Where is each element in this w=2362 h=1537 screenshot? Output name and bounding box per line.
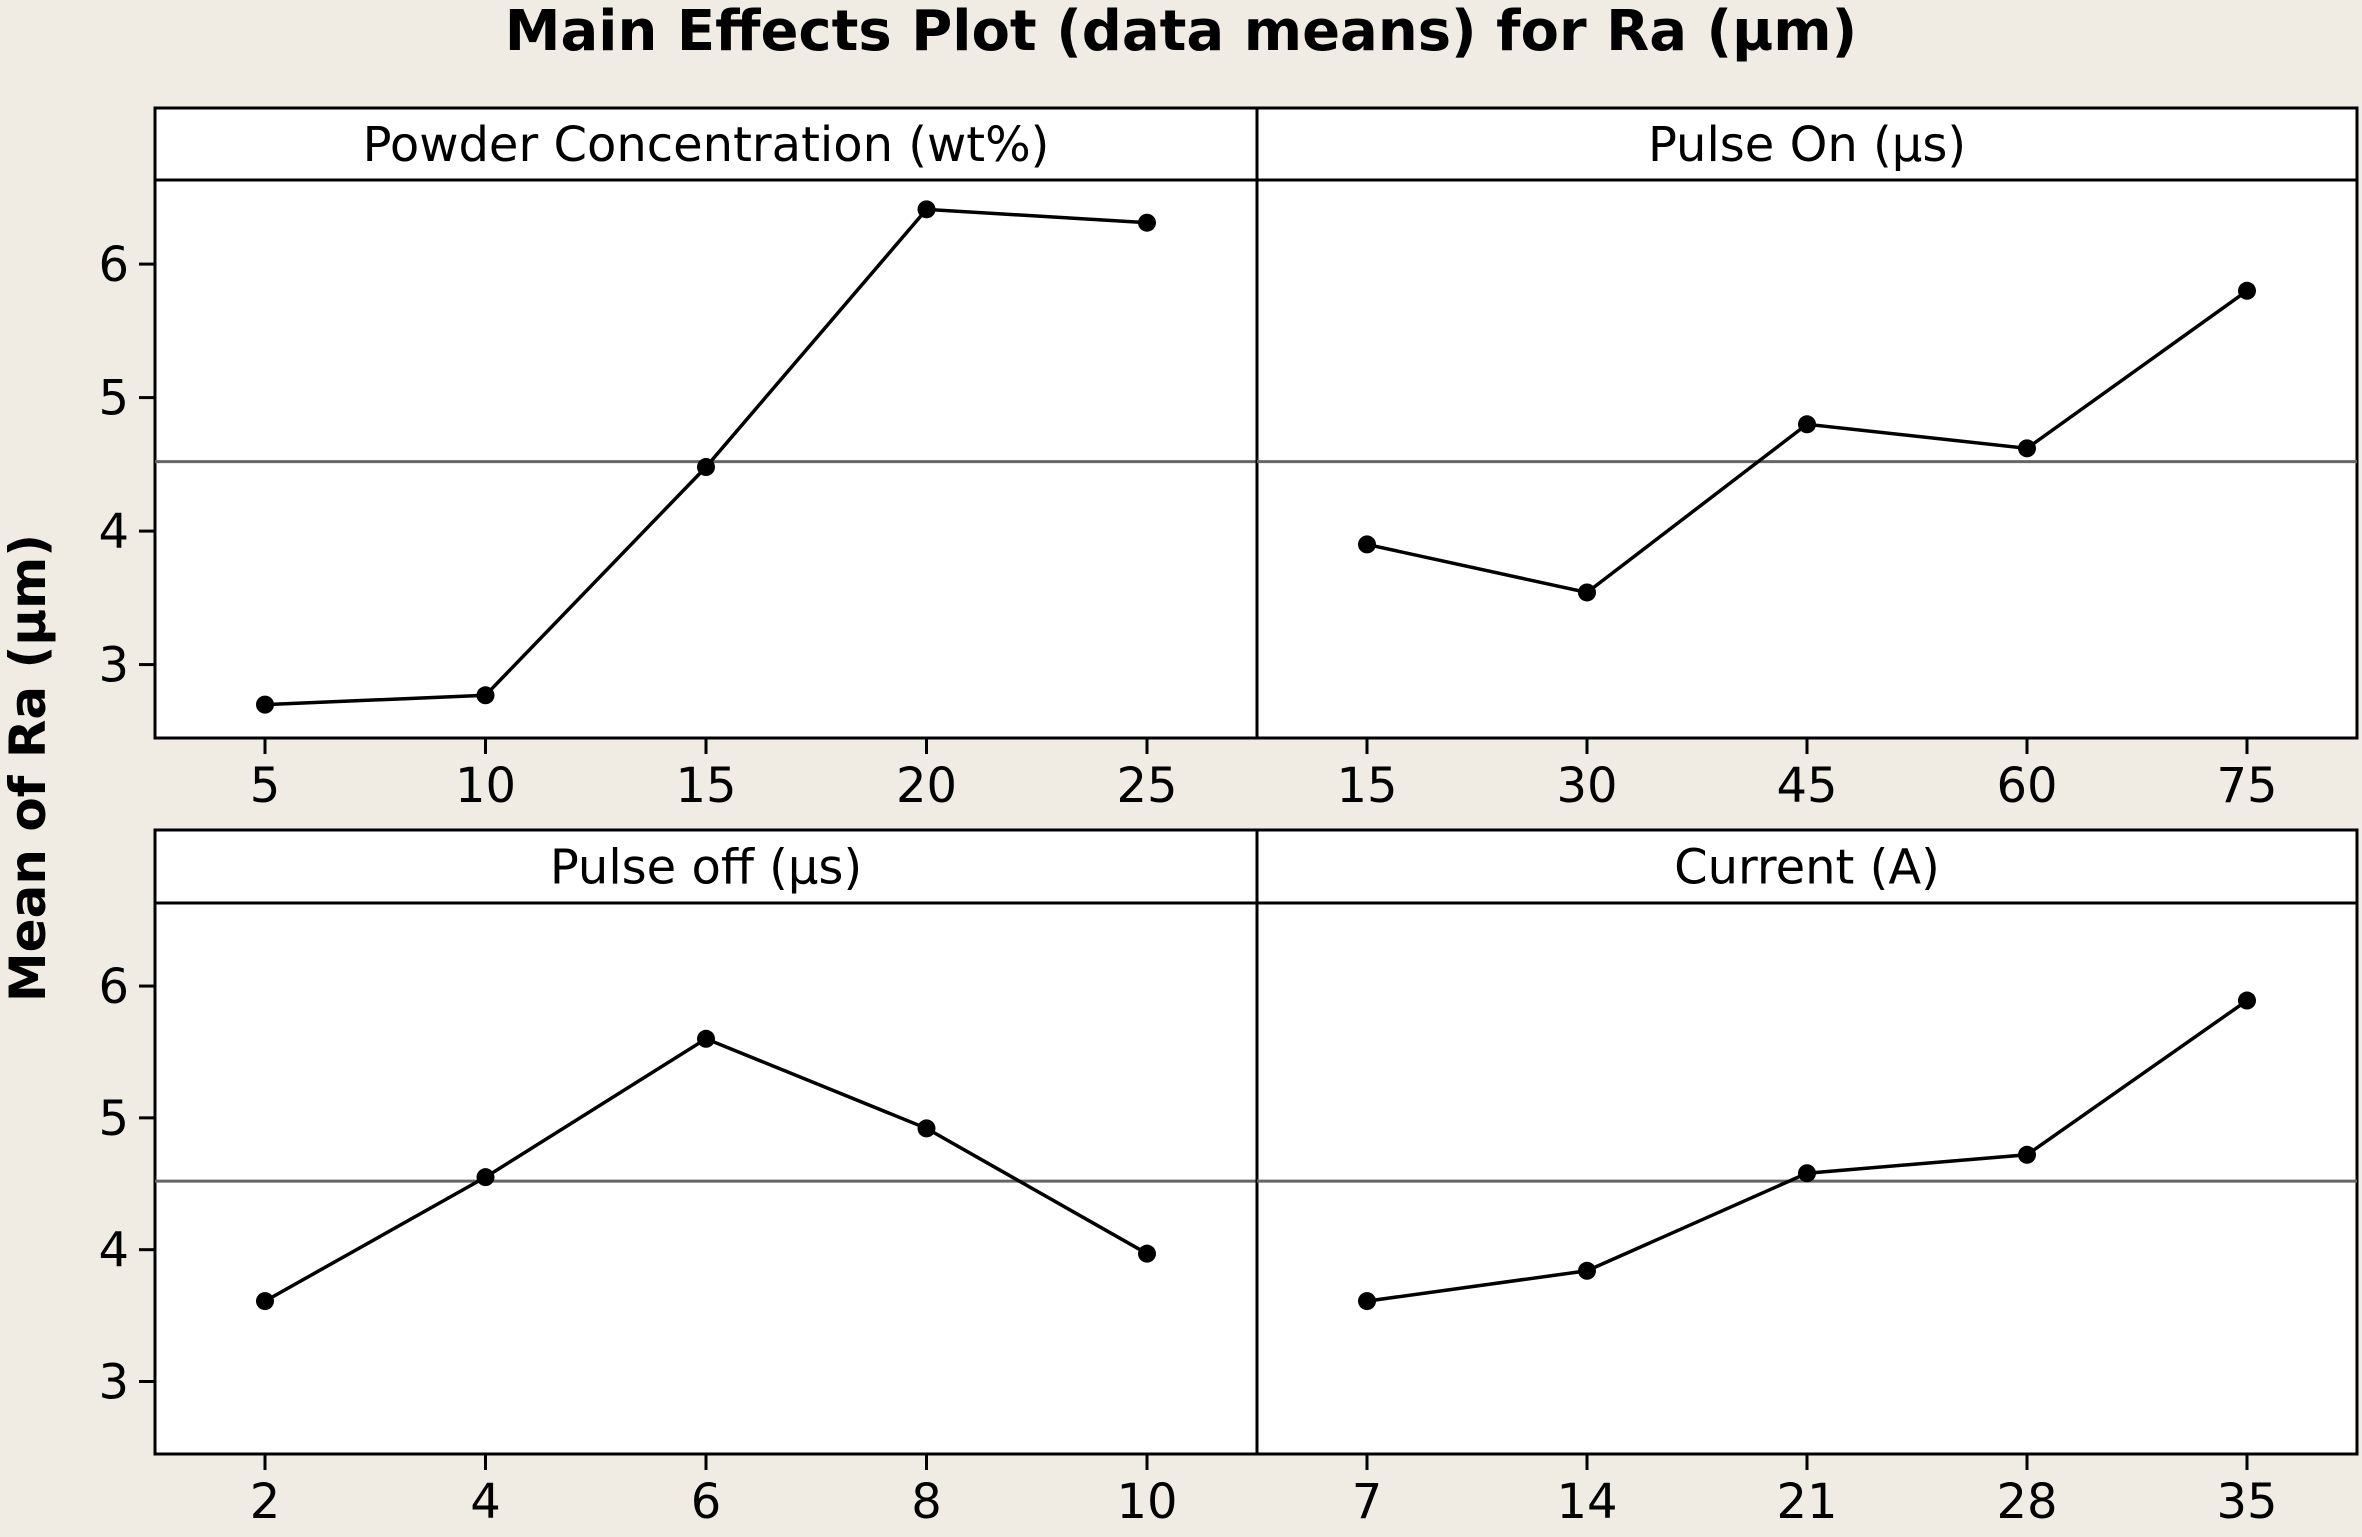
panel-4: Current (A) 7 14 21 28 35 <box>1255 828 2359 1530</box>
x-tick-label: 60 <box>1996 758 2057 814</box>
chart-title: Main Effects Plot (data means) for Ra (µ… <box>505 0 1857 64</box>
x-tick-label: 6 <box>691 1474 722 1530</box>
data-point <box>2018 1145 2036 1164</box>
x-tick-label: 2 <box>250 1474 281 1530</box>
x-tick-label: 5 <box>250 758 281 814</box>
data-point <box>1578 583 1596 602</box>
panel-plot-area <box>1255 178 2359 740</box>
panel-plot-area <box>153 901 1259 1456</box>
data-point <box>1358 1292 1376 1311</box>
data-point <box>1358 535 1376 554</box>
data-point <box>2238 991 2256 1010</box>
panel-strip <box>1255 106 2359 182</box>
panel-strip <box>153 106 1259 182</box>
y-tick-label: 3 <box>98 1355 129 1411</box>
panel-3: Pulse off (µs) 3 4 5 6 2 4 6 8 10 <box>98 828 1259 1530</box>
panel-strip-label: Pulse On (µs) <box>1648 117 1966 173</box>
y-tick-label: 5 <box>98 371 129 427</box>
data-point <box>2238 281 2256 300</box>
x-tick-label: 7 <box>1352 1474 1383 1530</box>
data-point <box>256 1292 274 1311</box>
panel-2: Pulse On (µs) 15 30 45 60 75 <box>1255 106 2359 814</box>
panel-strip <box>153 828 1259 905</box>
y-tick-label: 4 <box>98 1223 129 1279</box>
y-tick-label: 5 <box>98 1091 129 1147</box>
x-tick-label: 15 <box>675 758 736 814</box>
data-point <box>476 686 495 705</box>
x-tick-label: 15 <box>1336 758 1397 814</box>
y-tick-label: 4 <box>98 504 129 560</box>
panel-strip-label: Current (A) <box>1674 840 1940 896</box>
panel-strip-label: Powder Concentration (wt%) <box>363 117 1050 173</box>
x-tick-label: 8 <box>911 1474 942 1530</box>
panel-strip-label: Pulse off (µs) <box>550 840 862 896</box>
x-tick-label: 35 <box>2216 1474 2277 1530</box>
x-tick-label: 10 <box>1116 1474 1177 1530</box>
x-tick-label: 25 <box>1116 758 1177 814</box>
y-tick-label: 6 <box>98 237 129 293</box>
data-point <box>697 458 715 477</box>
x-tick-label: 20 <box>896 758 957 814</box>
x-tick-label: 4 <box>470 1474 501 1530</box>
x-tick-label: 10 <box>455 758 516 814</box>
x-tick-label: 14 <box>1556 1474 1617 1530</box>
data-point <box>2018 439 2036 458</box>
data-point <box>256 695 274 714</box>
data-point <box>476 1168 495 1187</box>
x-tick-label: 28 <box>1996 1474 2057 1530</box>
data-point <box>1798 415 1816 434</box>
data-point <box>1798 1164 1816 1183</box>
panel-1: Powder Concentration (wt%) 3 4 5 6 5 10 15 20 25 <box>98 106 1259 814</box>
y-tick-label: 6 <box>98 959 129 1015</box>
data-point <box>1578 1261 1596 1280</box>
data-point <box>1138 213 1156 232</box>
x-tick-label: 21 <box>1776 1474 1837 1530</box>
x-tick-label: 45 <box>1776 758 1837 814</box>
y-axis-label: Mean of Ra (µm) <box>0 534 57 1002</box>
y-tick-label: 3 <box>98 638 129 694</box>
data-point <box>917 1119 936 1138</box>
x-tick-label: 75 <box>2216 758 2277 814</box>
data-point <box>1138 1244 1156 1263</box>
x-tick-label: 30 <box>1556 758 1617 814</box>
data-point <box>697 1029 715 1048</box>
data-point <box>917 200 936 219</box>
